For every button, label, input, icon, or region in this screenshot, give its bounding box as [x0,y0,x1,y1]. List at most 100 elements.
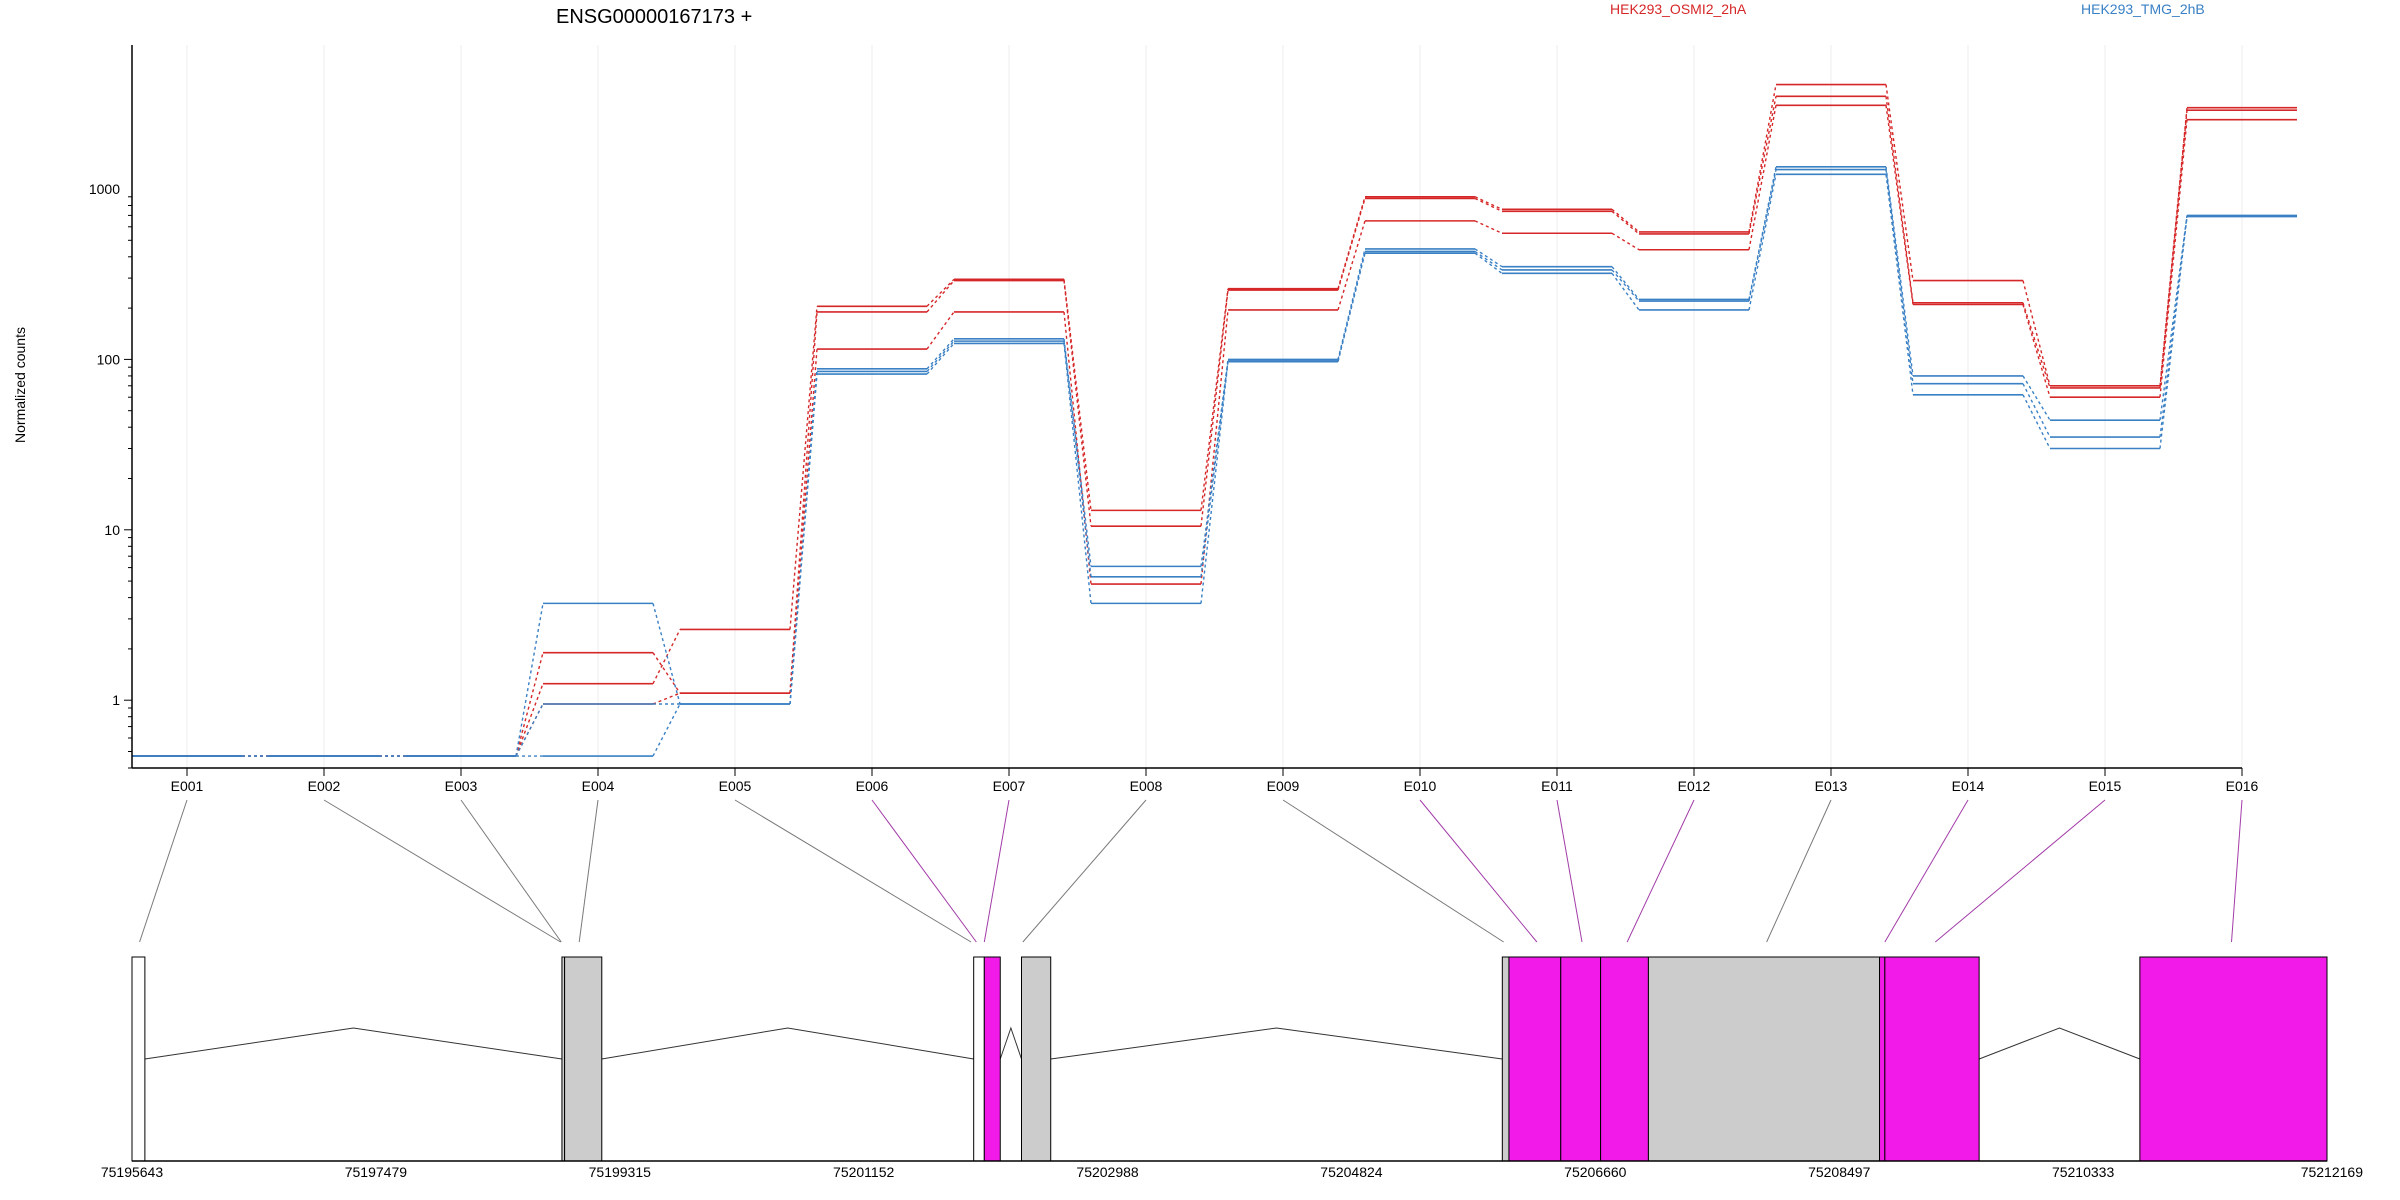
exon-link-E005 [734,799,972,943]
genomic-coordinate-75206660: 75206660 [1564,1164,1627,1180]
exon-link-E011 [1556,799,1583,943]
exon-block-7 [1501,956,1510,1162]
genomic-coordinate-75204824: 75204824 [1320,1164,1383,1180]
exon-block-1 [131,956,146,1162]
exon-link-E015 [1934,799,2106,943]
plot-series [132,83,2297,757]
genomic-coordinate-75195643: 75195643 [101,1164,164,1180]
x-tick-label-E003: E003 [445,778,478,794]
series-4-connector-10 [1474,248,1503,268]
x-tick-label-E014: E014 [1952,778,1985,794]
exon-link-E004 [578,799,599,943]
series-2-connector-3 [515,652,544,757]
legend-tmg: HEK293_TMG_2hB [2081,1,2205,17]
gene-model: 75195643 75197479 75199315 75201152 75202988… [101,799,2364,1180]
genomic-coordinate-75201152: 75201152 [833,1164,894,1180]
x-tick-label-E006: E006 [856,778,889,794]
genomic-coordinate-75212169: 75212169 [2301,1164,2364,1180]
exon-block-8 [1508,956,1562,1162]
series-1-connector-4 [652,629,681,684]
genomic-coordinate-75202988: 75202988 [1076,1164,1139,1180]
series-4-connector-3 [515,603,544,757]
series-4-connector-7 [1063,338,1092,567]
series-1-connector-8 [1200,288,1229,511]
series-2-connector-10 [1474,197,1503,212]
series-1-connector-6 [926,278,955,307]
x-tick-label-E007: E007 [993,778,1026,794]
series-1-connector-14 [2022,280,2051,386]
y-axis-label: Normalized counts [12,327,28,443]
plot-gridlines [186,45,2243,768]
genomic-coordinate-75208497: 75208497 [1808,1164,1871,1180]
exon-block-13 [1884,956,1980,1162]
series-3-connector-8 [1200,309,1229,585]
chart-title: ENSG00000167173 + [556,6,752,28]
x-tick-label-E009: E009 [1267,778,1300,794]
y-tick-label-100: 100 [97,351,121,367]
series-6-connector-9 [1337,253,1366,362]
series-4-connector-13 [1885,166,1914,377]
series-1-connector-15 [2159,107,2188,386]
x-tick-label-E002: E002 [308,778,341,794]
series-3-connector-12 [1748,105,1777,250]
series-3-connector-4 [652,692,681,705]
exon-block-4 [973,956,985,1162]
exon-block-3 [564,956,603,1162]
exon-link-E006 [871,799,977,943]
intron-1 [144,1027,563,1060]
series-4-connector-8 [1200,359,1229,567]
genomic-coordinate-75197479: 75197479 [345,1164,408,1180]
legend-osmi2: HEK293_OSMI2_2hA [1610,1,1747,17]
exon-block-14 [2139,956,2328,1162]
series-3-connector-11 [1611,232,1640,251]
series-6-connector-11 [1611,272,1640,311]
series-1-connector-3 [515,683,544,757]
series-5-connector-12 [1748,169,1777,302]
x-tick-label-E001: E001 [171,778,204,794]
exon-link-E007 [983,799,1010,943]
exon-link-E002 [323,799,561,943]
series-6-connector-5 [789,374,818,705]
series-6-connector-14 [2022,394,2051,449]
series-2-connector-6 [926,280,955,313]
series-6-connector-15 [2159,216,2188,449]
series-1-connector-9 [1337,196,1366,289]
series-3-connector-14 [2022,304,2051,398]
series-3-connector-15 [2159,119,2188,398]
x-tick-label-E010: E010 [1404,778,1437,794]
x-tick-label-E013: E013 [1815,778,1848,794]
exon-block-6 [1021,956,1052,1162]
series-5-connector-11 [1611,269,1640,302]
series-6-connector-4 [652,703,681,757]
series-2-connector-14 [2022,302,2051,389]
exon-block-11 [1647,956,1881,1162]
series-6-connector-8 [1200,361,1229,604]
series-2-connector-13 [1885,96,1914,303]
series-6-connector-12 [1748,174,1777,311]
intron-5 [1978,1027,2141,1060]
exon-link-E008 [1022,799,1147,943]
exon-block-12 [1879,956,1886,1162]
series-2-connector-15 [2159,110,2188,389]
genomic-coordinate-75210333: 75210333 [2052,1164,2115,1180]
genomic-coordinate-75199315: 75199315 [589,1164,652,1180]
series-2-connector-5 [789,311,818,694]
intron-2 [601,1027,974,1060]
series-4-connector-4 [652,603,681,705]
series-2-connector-12 [1748,96,1777,235]
exon-link-E013 [1766,799,1832,943]
x-tick-label-E008: E008 [1130,778,1163,794]
series-3-connector-6 [926,311,955,350]
x-tick-label-E016: E016 [2226,778,2259,794]
intron-4 [1050,1027,1503,1060]
x-tick-label-E012: E012 [1678,778,1711,794]
series-6-connector-13 [1885,174,1914,395]
series-4-connector-6 [926,338,955,370]
exon-link-E009 [1282,799,1504,943]
y-tick-label-10: 10 [104,522,120,538]
series-5-connector-8 [1200,360,1229,577]
x-tick-label-E011: E011 [1541,778,1573,794]
series-2-connector-7 [1063,280,1092,527]
exon-link-E016 [2231,799,2243,943]
x-tick-label-E004: E004 [582,778,615,794]
